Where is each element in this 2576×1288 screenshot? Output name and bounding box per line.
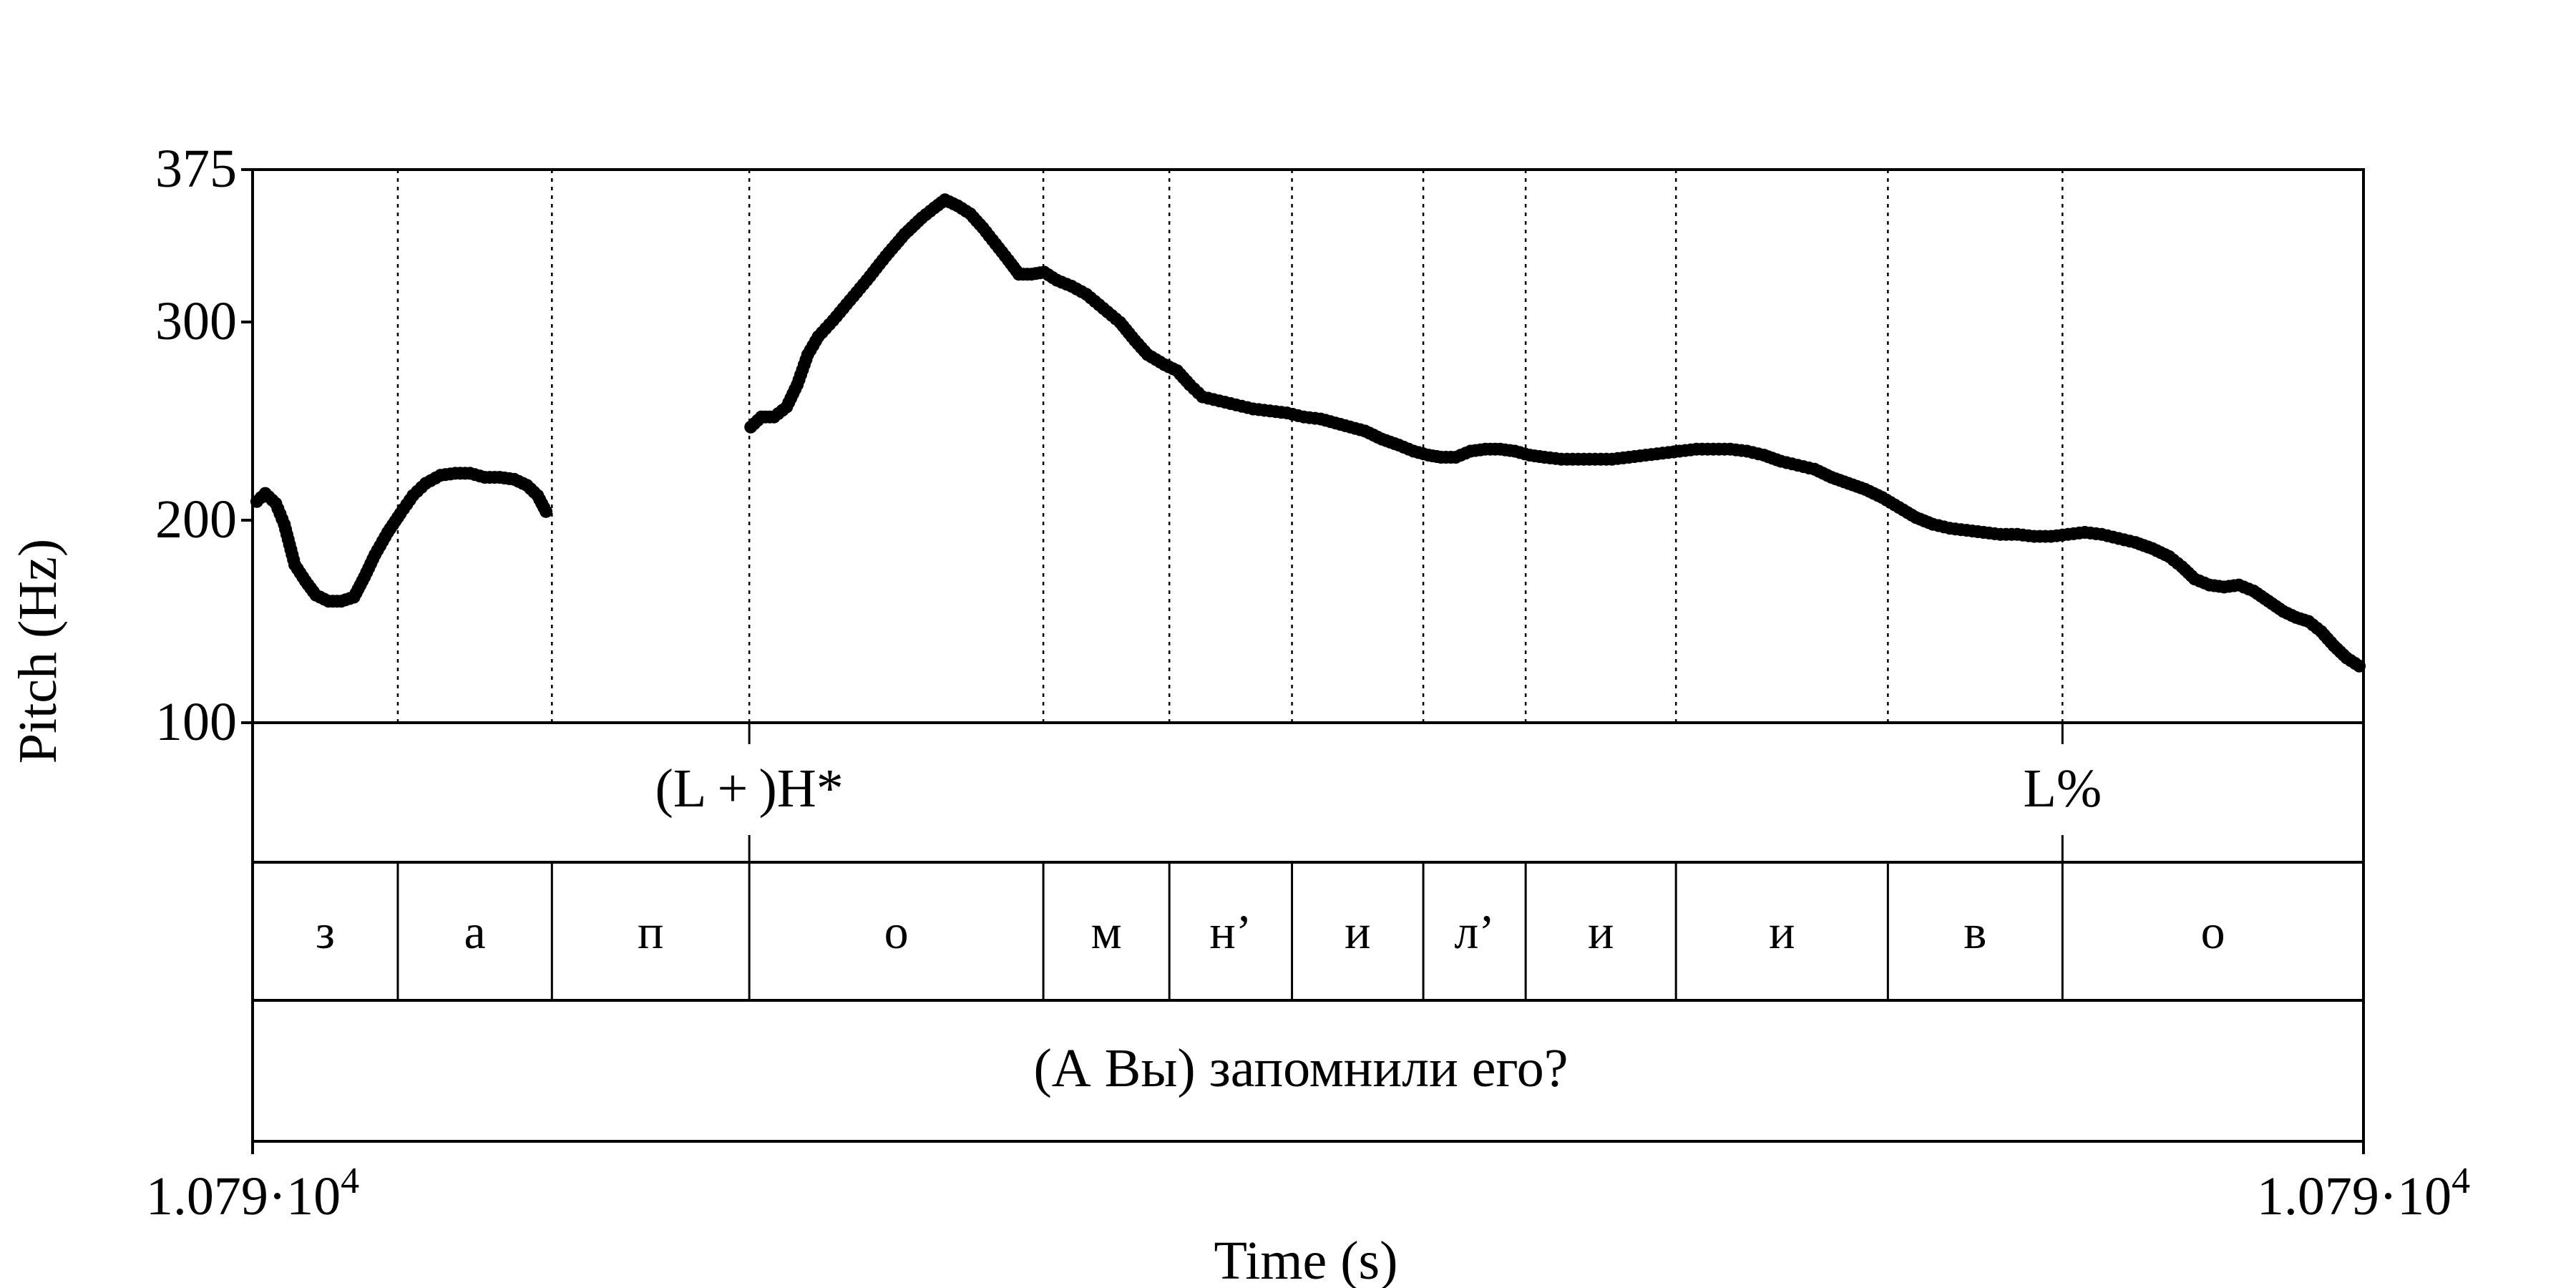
- x-tick-label-0: 1.079·104: [146, 1161, 359, 1226]
- segment-label-7: л’: [1454, 904, 1495, 959]
- x-tick-mantissa-1: 1.079·10: [2257, 1166, 2451, 1226]
- segment-label-10: в: [1963, 904, 1986, 959]
- sentence-tier-frame: [251, 999, 2365, 1143]
- x-tick-mantissa-0: 1.079·10: [146, 1166, 341, 1226]
- y-axis-label: Pitch (Hz): [8, 539, 68, 763]
- segment-label-5: н’: [1209, 904, 1252, 959]
- segment-label-1: а: [464, 904, 486, 959]
- segment-boundary-lines: [396, 170, 2064, 1000]
- y-tick-label-0: 375: [155, 139, 237, 199]
- y-tick-label-1: 300: [155, 291, 237, 351]
- segment-label-11: о: [2201, 904, 2225, 959]
- sentence-tier-label: (А Вы) запомнили его?: [1033, 1038, 1568, 1098]
- y-tick-label-2: 200: [155, 489, 237, 550]
- pitch-point-s0-last: [540, 504, 553, 518]
- x-tick-exponent-0: 4: [341, 1161, 359, 1201]
- x-tick-label-1: 1.079·104: [2257, 1161, 2470, 1226]
- x-axis-label: Time (s): [1214, 1231, 1398, 1288]
- segment-label-3: о: [884, 904, 909, 959]
- pitch-point-s1-last: [2353, 659, 2366, 673]
- segment-label-8: и: [1588, 904, 1614, 959]
- segment-label-9: и: [1769, 904, 1795, 959]
- axis-ticks: [241, 168, 2365, 1154]
- segment-label-2: п: [638, 904, 663, 959]
- x-tick-exponent-1: 4: [2451, 1161, 2470, 1201]
- tone-label-1: L%: [2023, 758, 2102, 819]
- segment-label-4: м: [1091, 904, 1122, 959]
- chart-text: Pitch (Hz) Time (s) (А Вы) запомнили его…: [8, 139, 2470, 1288]
- segment-tier-frame: [251, 861, 2365, 1002]
- tone-label-0: (L + )H*: [655, 758, 844, 819]
- segment-label-0: з: [316, 904, 335, 959]
- y-tick-label-3: 100: [155, 692, 237, 752]
- pitch-panel-frame: [251, 168, 2365, 724]
- plot-frames: [251, 168, 2365, 1143]
- segment-label-6: и: [1345, 904, 1370, 959]
- pitch-points: [250, 193, 2366, 673]
